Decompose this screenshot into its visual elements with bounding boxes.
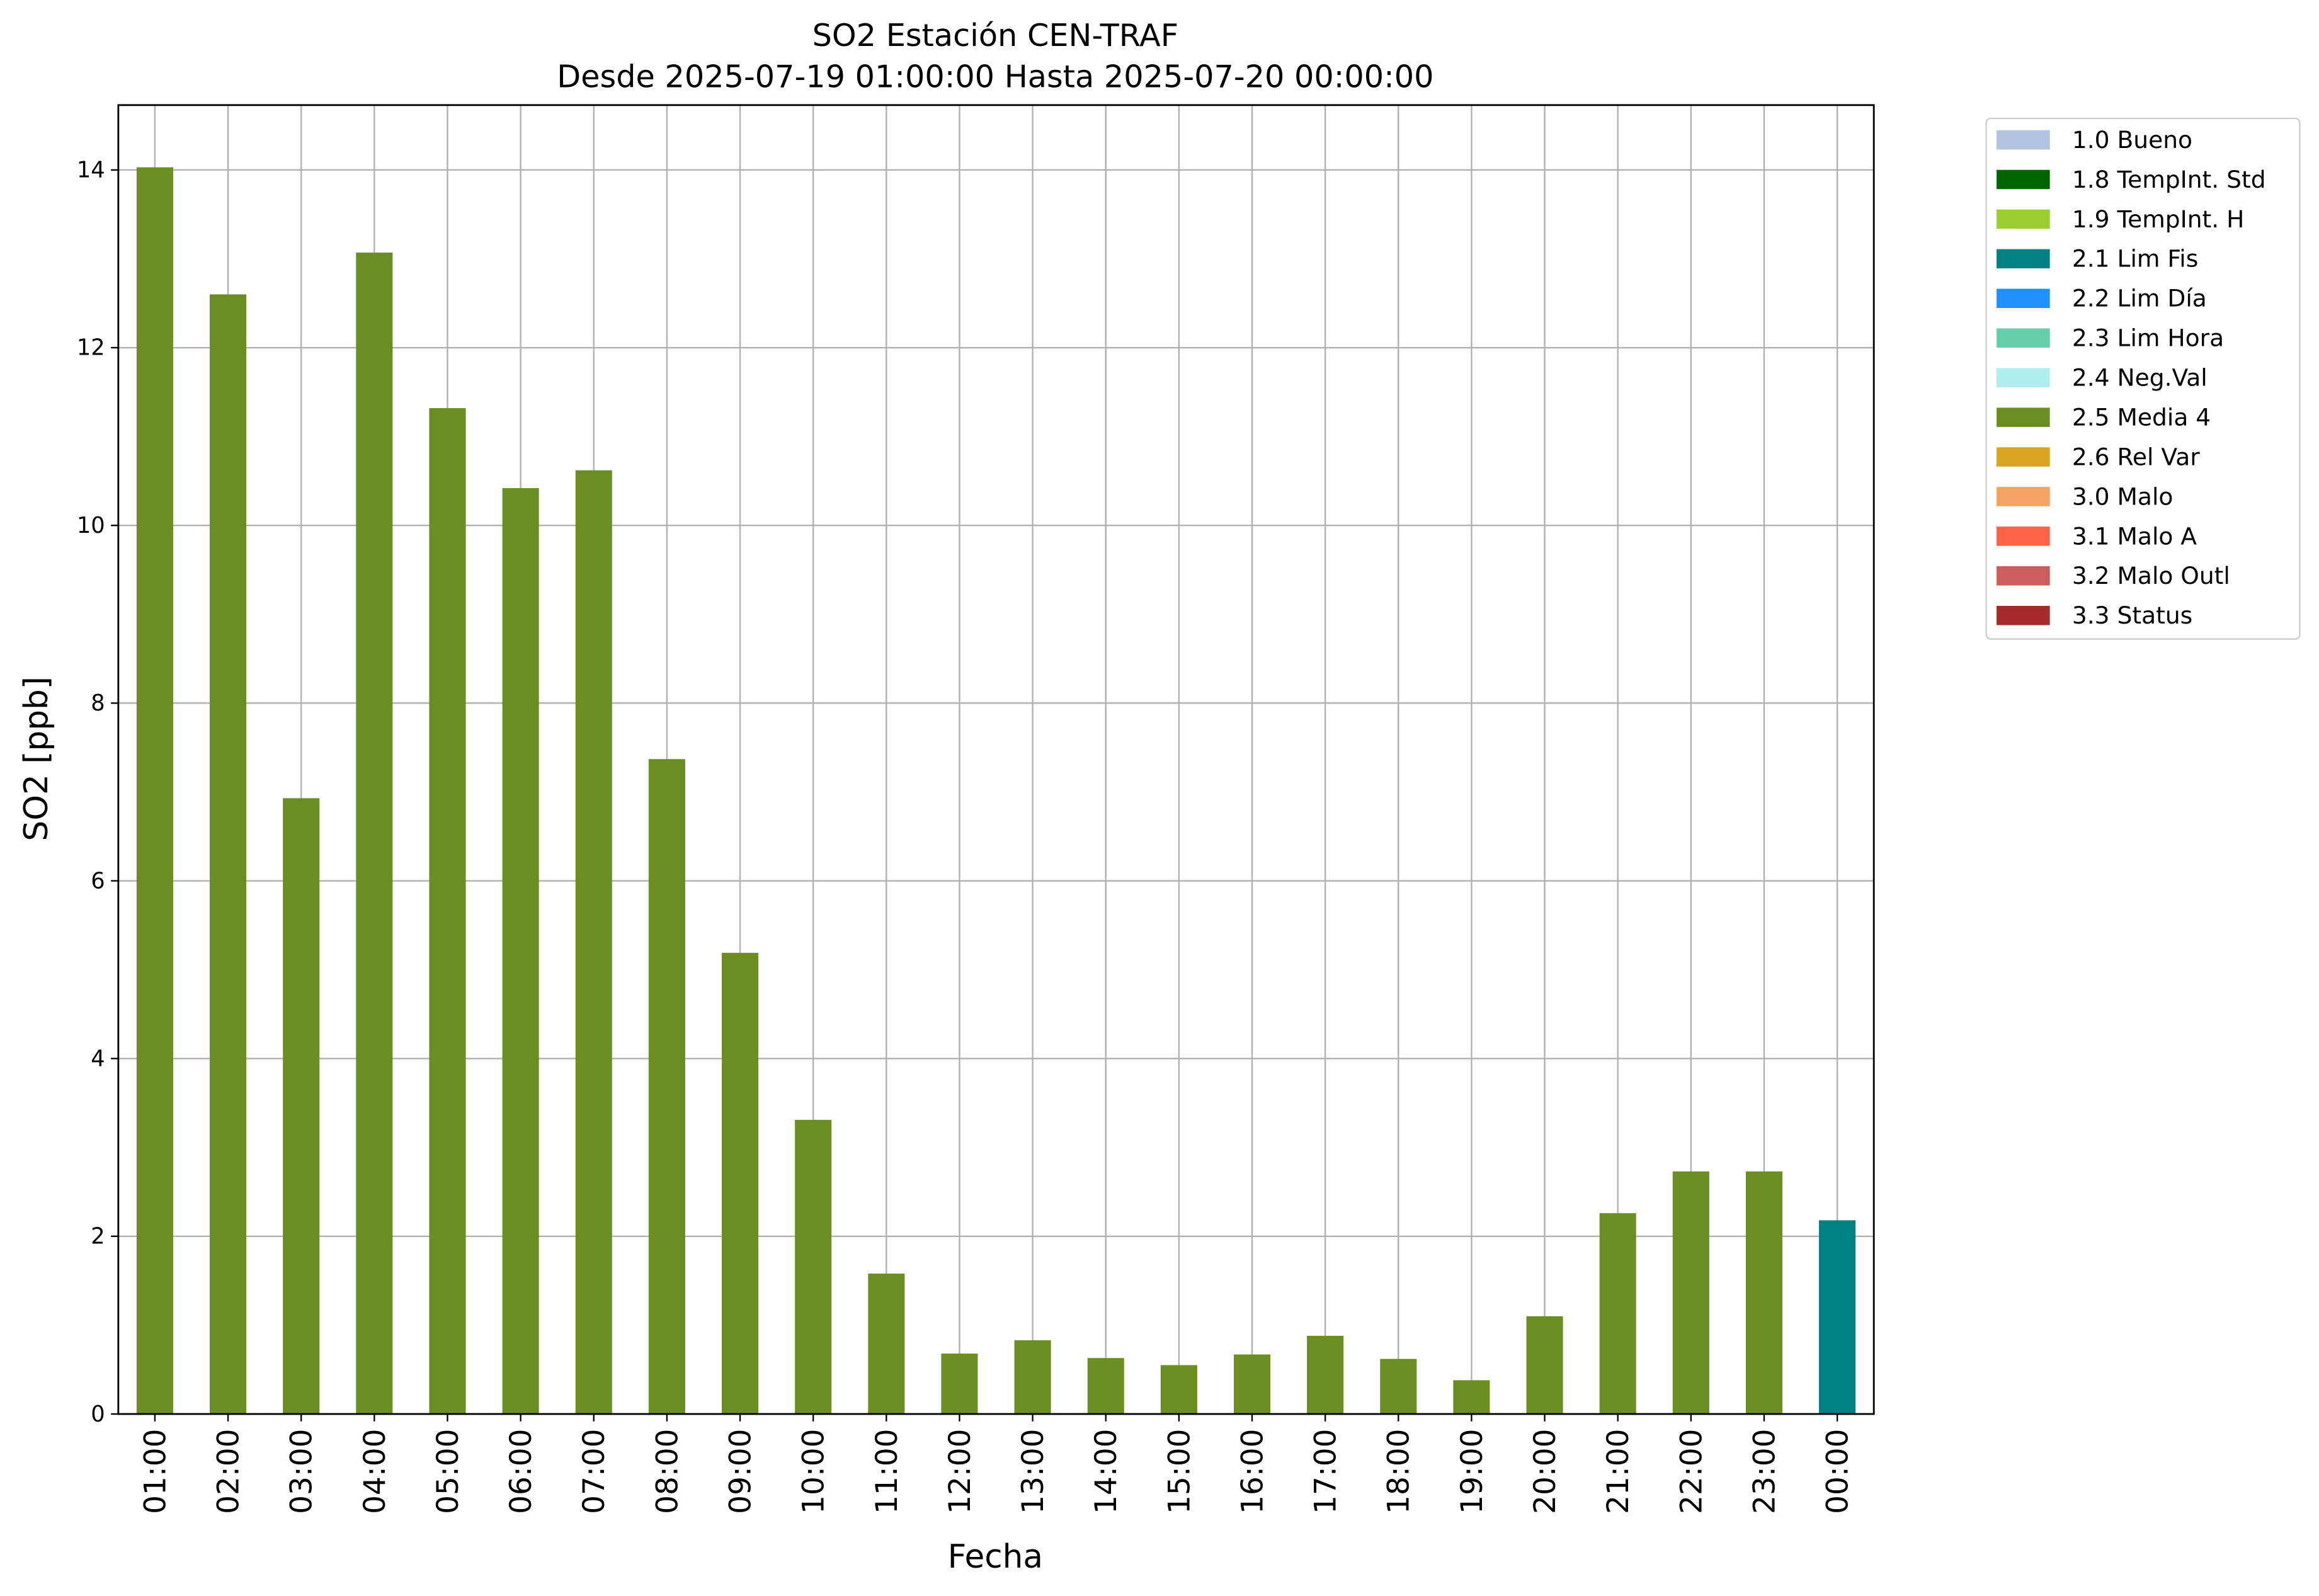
x-tick-label: 05:00 — [431, 1429, 465, 1514]
legend-label: 3.0 Malo — [2072, 482, 2174, 510]
y-tick-label: 10 — [77, 513, 105, 539]
legend-swatch — [1997, 566, 2050, 586]
bar — [1087, 1358, 1124, 1415]
legend-swatch — [1997, 169, 2050, 190]
x-tick-label: 19:00 — [1455, 1429, 1490, 1514]
x-tick-label: 10:00 — [797, 1429, 831, 1514]
legend-label: 3.3 Status — [2072, 601, 2192, 629]
x-tick-label: 14:00 — [1089, 1429, 1124, 1514]
legend-label: 2.6 Rel Var — [2072, 443, 2200, 470]
legend-label: 3.1 Malo A — [2072, 522, 2197, 550]
bar — [356, 253, 393, 1415]
legend-swatch — [1997, 447, 2050, 467]
bar — [136, 167, 173, 1415]
y-axis-label: SO2 [ppb] — [18, 676, 55, 841]
legend-label: 3.2 Malo Outl — [2072, 562, 2230, 590]
bar — [1380, 1359, 1417, 1415]
x-tick-label: 12:00 — [943, 1429, 977, 1514]
x-tick-label: 06:00 — [504, 1429, 538, 1514]
chart-title: SO2 Estación CEN-TRAF — [812, 17, 1179, 54]
bar — [575, 470, 612, 1415]
legend-label: 2.1 Lim Fis — [2072, 245, 2198, 273]
y-tick-label: 4 — [91, 1046, 105, 1071]
legend-label: 1.9 TempInt. H — [2072, 205, 2245, 233]
bar — [1453, 1380, 1490, 1415]
legend-label: 1.8 TempInt. Std — [2072, 166, 2266, 193]
x-tick-label: 00:00 — [1821, 1429, 1855, 1514]
y-tick-label: 6 — [91, 868, 105, 894]
y-tick-label: 2 — [91, 1224, 105, 1250]
bar — [429, 408, 466, 1415]
bar — [648, 759, 685, 1415]
bar — [210, 294, 247, 1415]
x-tick-label: 20:00 — [1528, 1429, 1563, 1514]
legend-swatch — [1997, 288, 2050, 309]
y-tick-label: 8 — [91, 690, 105, 716]
bar — [1745, 1171, 1783, 1415]
x-tick-label: 07:00 — [577, 1429, 612, 1514]
x-axis-label: Fecha — [948, 1538, 1043, 1576]
legend-swatch — [1997, 249, 2050, 269]
legend-swatch — [1997, 368, 2050, 387]
legend-swatch — [1997, 605, 2050, 625]
legend-swatch — [1997, 527, 2050, 546]
x-tick-label: 16:00 — [1235, 1429, 1270, 1514]
legend-swatch — [1997, 487, 2050, 506]
bar — [1526, 1316, 1563, 1415]
x-tick-label: 21:00 — [1601, 1429, 1636, 1514]
bar — [1819, 1220, 1856, 1415]
x-tick-label: 01:00 — [138, 1429, 173, 1514]
legend-label: 2.5 Media 4 — [2072, 403, 2211, 431]
x-tick-label: 08:00 — [650, 1429, 685, 1514]
bar — [868, 1274, 905, 1415]
bar — [941, 1354, 978, 1415]
x-tick-label: 04:00 — [358, 1429, 392, 1514]
x-tick-label: 03:00 — [285, 1429, 319, 1514]
plot-area: 0 2 4 6 8 10 12 14 01:00 02:00 03:00 04:00 05:00 06:0… — [77, 105, 1874, 1514]
x-tick-label: 18:00 — [1382, 1429, 1416, 1514]
legend-label: 2.4 Neg.Val — [2072, 364, 2208, 392]
bar — [1599, 1213, 1636, 1415]
legend-swatch — [1997, 130, 2050, 150]
x-tick-label: 22:00 — [1674, 1429, 1709, 1514]
x-tick-label: 23:00 — [1747, 1429, 1782, 1514]
bar — [283, 798, 320, 1415]
x-tick-label: 11:00 — [870, 1429, 904, 1514]
y-tick-label: 14 — [77, 157, 105, 183]
bar — [1160, 1365, 1197, 1415]
x-tick-label: 02:00 — [212, 1429, 246, 1514]
y-tick-label: 0 — [91, 1401, 105, 1427]
bar — [1672, 1171, 1709, 1415]
bar — [795, 1120, 832, 1415]
legend — [1985, 117, 2301, 640]
plot-frame — [117, 104, 1875, 1415]
legend-label: 2.2 Lim Día — [2072, 285, 2207, 312]
legend-swatch — [1997, 408, 2050, 427]
x-tick-label: 17:00 — [1309, 1429, 1343, 1514]
legend-items: 1.0 Bueno 1.8 TempInt. Std 1.9 TempInt. H 2… — [1997, 126, 2266, 629]
x-tick-label: 15:00 — [1162, 1429, 1197, 1514]
x-tick-label: 09:00 — [723, 1429, 758, 1514]
legend-swatch — [1997, 209, 2050, 229]
legend-label: 1.0 Bueno — [2072, 126, 2192, 154]
legend-label: 2.3 Lim Hora — [2072, 324, 2224, 352]
bar — [722, 952, 759, 1415]
bar — [1307, 1335, 1344, 1415]
x-tick-label: 13:00 — [1016, 1429, 1051, 1514]
chart-subtitle: Desde 2025-07-19 01:00:00 Hasta 2025-07-… — [557, 59, 1433, 95]
bar — [1014, 1340, 1051, 1415]
bar — [1233, 1354, 1271, 1415]
legend-swatch — [1997, 328, 2050, 348]
y-tick-label: 12 — [77, 335, 105, 361]
bar — [502, 487, 539, 1415]
